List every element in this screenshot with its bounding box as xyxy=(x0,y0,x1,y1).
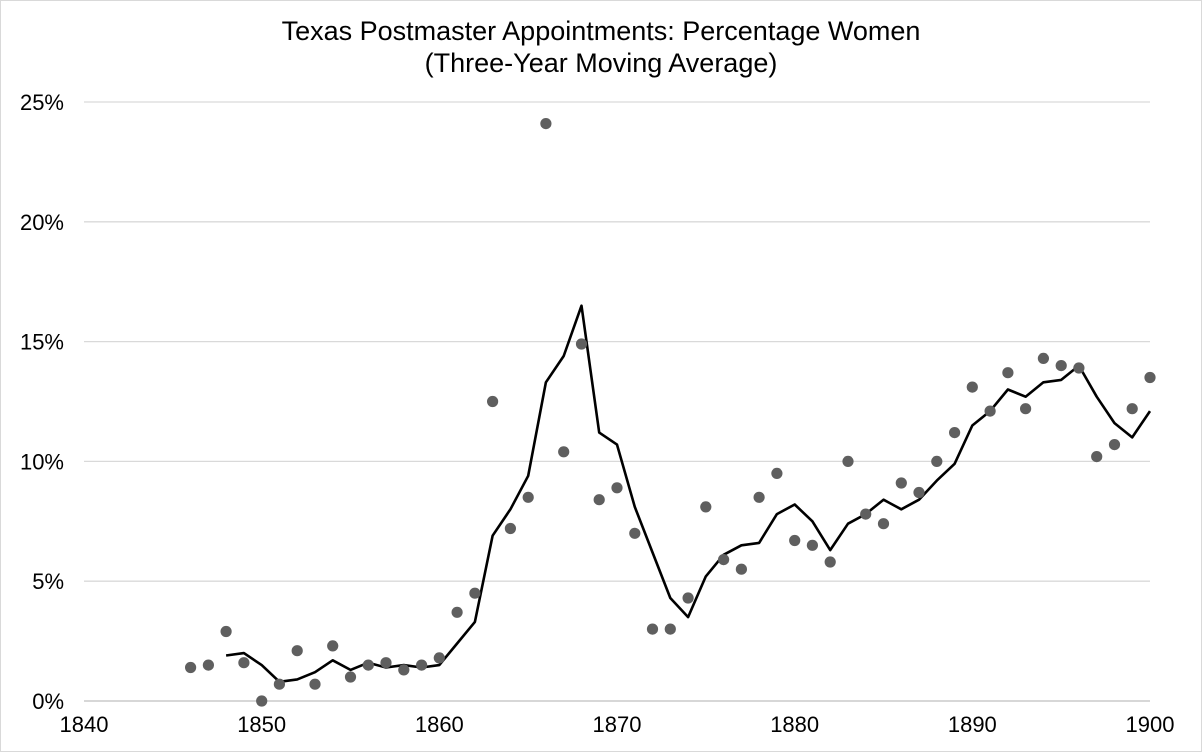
x-tick-label: 1900 xyxy=(1126,712,1175,737)
data-point xyxy=(327,640,339,652)
gridlines xyxy=(84,101,1150,702)
y-axis-ticks: 0% 5% 10% 15% 20% 25% xyxy=(20,90,64,714)
data-point xyxy=(504,522,516,535)
data-point xyxy=(984,405,996,417)
data-point xyxy=(398,664,410,676)
x-tick-label: 1890 xyxy=(948,712,997,737)
data-point xyxy=(522,491,534,503)
data-point xyxy=(380,657,392,669)
chart-subtitle: (Three-Year Moving Average) xyxy=(425,48,778,78)
data-point xyxy=(416,659,428,671)
data-point xyxy=(469,587,481,599)
y-tick-label: 5% xyxy=(32,569,64,594)
data-point xyxy=(185,661,197,674)
data-point xyxy=(1108,439,1121,451)
data-point xyxy=(682,592,694,604)
data-point xyxy=(824,556,836,568)
data-point xyxy=(1020,403,1032,415)
moving-average-line xyxy=(225,304,1152,684)
y-tick-label: 25% xyxy=(20,90,64,115)
data-point xyxy=(344,671,357,683)
data-point xyxy=(789,534,801,547)
data-point xyxy=(700,501,712,513)
data-point xyxy=(558,446,570,458)
data-point xyxy=(966,381,978,393)
data-point xyxy=(842,455,854,467)
data-point xyxy=(220,625,232,638)
data-point xyxy=(309,678,321,690)
data-point xyxy=(1002,367,1014,379)
data-point xyxy=(931,455,943,467)
data-point xyxy=(718,554,730,566)
data-point xyxy=(877,518,890,530)
data-point xyxy=(646,623,659,635)
data-point xyxy=(593,494,605,506)
data-point xyxy=(1144,371,1156,384)
data-point xyxy=(895,477,907,489)
data-point xyxy=(202,659,214,671)
x-tick-label: 1840 xyxy=(60,712,109,737)
x-tick-label: 1850 xyxy=(237,712,286,737)
y-tick-label: 10% xyxy=(20,449,64,474)
data-point xyxy=(451,606,463,618)
data-point xyxy=(1037,352,1049,364)
chart-title: Texas Postmaster Appointments: Percentag… xyxy=(282,16,921,46)
data-point xyxy=(771,467,783,479)
x-tick-label: 1870 xyxy=(593,712,642,737)
data-point xyxy=(806,539,819,551)
data-point xyxy=(735,563,748,575)
data-point xyxy=(913,486,925,499)
data-point xyxy=(433,652,445,664)
data-point xyxy=(238,657,250,669)
x-tick-label: 1880 xyxy=(770,712,819,737)
data-point xyxy=(949,427,961,439)
y-tick-label: 0% xyxy=(32,689,64,714)
annual-percentage-series xyxy=(185,118,1156,707)
data-point xyxy=(540,118,552,130)
data-point xyxy=(487,395,499,408)
data-point xyxy=(629,527,641,539)
data-point xyxy=(256,695,268,707)
data-point xyxy=(362,659,374,671)
data-point xyxy=(753,491,765,503)
x-axis-ticks: 1840 1850 1860 1870 1880 1890 1900 xyxy=(60,712,1175,737)
data-point xyxy=(1126,403,1138,415)
data-point xyxy=(575,338,588,350)
data-point xyxy=(1091,451,1103,463)
y-tick-label: 15% xyxy=(20,330,64,355)
x-tick-label: 1860 xyxy=(415,712,464,737)
data-point xyxy=(860,508,872,520)
data-point xyxy=(611,482,623,494)
data-point xyxy=(1073,362,1085,374)
data-point xyxy=(1055,360,1067,372)
y-tick-label: 20% xyxy=(20,210,64,235)
moving-average-series xyxy=(225,304,1152,684)
data-point xyxy=(291,645,303,657)
data-point xyxy=(273,678,285,690)
data-point xyxy=(664,623,676,635)
